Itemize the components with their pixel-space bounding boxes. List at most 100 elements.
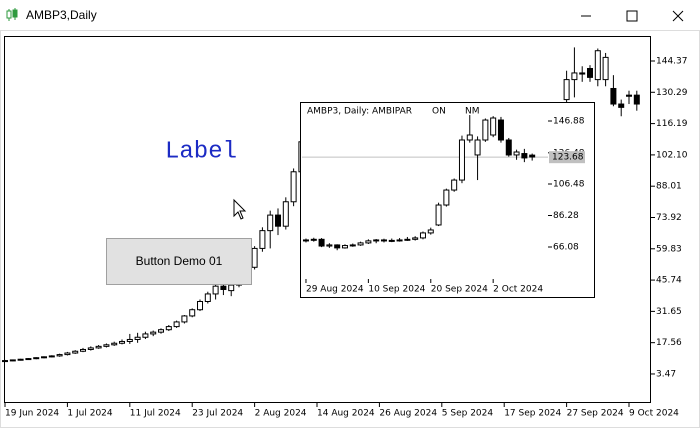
x-tick-label: 1 Jul 2024 <box>67 409 112 419</box>
x-tick-label: 11 Jul 2024 <box>130 409 181 419</box>
y-tick-label: 144.37 <box>656 57 688 67</box>
close-button[interactable] <box>672 10 684 22</box>
candle-body <box>458 139 465 181</box>
x-tick-label: 17 Sep 2024 <box>504 409 561 419</box>
candle-body <box>290 171 297 203</box>
candle-body <box>563 79 570 101</box>
candle-body <box>259 230 266 249</box>
button[interactable] <box>106 238 252 285</box>
button-text[interactable]: Button Demo 01 <box>136 254 223 268</box>
candle-body <box>9 359 16 362</box>
candle-body <box>111 342 118 346</box>
x-tick-label: 26 Aug 2024 <box>379 409 437 419</box>
candle-body <box>505 139 512 156</box>
candle-body <box>17 358 24 361</box>
x-tick-label: 9 Oct 2024 <box>629 409 679 419</box>
price-tag-label: 123.68 <box>552 153 584 163</box>
candle-body <box>435 204 442 226</box>
candle-body <box>267 214 274 232</box>
candle-body <box>373 239 380 242</box>
candle-body <box>173 321 180 328</box>
maximize-button[interactable] <box>626 10 638 22</box>
y-tick-label: 31.65 <box>656 307 682 317</box>
candle-body <box>633 94 640 105</box>
candle-body <box>103 344 110 347</box>
y-tick-label: 106.48 <box>553 179 585 189</box>
candle-body <box>334 244 341 249</box>
y-tick-label: 102.10 <box>656 150 688 160</box>
candle-body <box>326 244 333 247</box>
candle-body <box>48 355 55 358</box>
candle-body <box>490 117 497 136</box>
candle-body <box>357 242 364 246</box>
candle-body <box>466 134 473 141</box>
candle-body <box>513 151 520 156</box>
x-tick-label: 14 Aug 2024 <box>317 409 375 419</box>
candle-body <box>365 240 372 244</box>
candle-body <box>2 360 9 363</box>
y-tick-label: 130.29 <box>656 88 688 98</box>
candle-body <box>158 329 165 333</box>
candle-body <box>72 350 79 354</box>
candle-body <box>594 50 601 81</box>
candle-body <box>204 293 211 302</box>
candle-body <box>571 72 578 81</box>
candle-body <box>251 247 258 268</box>
candle-body <box>318 238 325 247</box>
y-tick-label: 116.19 <box>656 119 688 129</box>
candle-body <box>80 348 87 352</box>
candle-body <box>56 354 63 357</box>
candle-body <box>150 331 157 335</box>
mouse-cursor <box>233 198 247 220</box>
candle-body <box>64 352 71 356</box>
candle-body <box>497 119 504 141</box>
candle-body <box>602 56 609 81</box>
candle-body <box>197 300 204 311</box>
candle-body <box>349 244 356 247</box>
candle-body <box>142 333 149 338</box>
candle-body <box>579 72 586 75</box>
y-tick-label: 88.01 <box>656 182 682 192</box>
y-tick-label: 3.47 <box>656 369 676 379</box>
y-tick-label: 45.74 <box>656 276 682 286</box>
candle-body <box>119 340 126 344</box>
candle-body <box>396 239 403 242</box>
candle-body <box>282 201 289 227</box>
candle-body <box>220 285 227 290</box>
candle-body <box>587 67 594 78</box>
candle-body <box>626 94 633 97</box>
x-tick-label: 29 Aug 2024 <box>306 285 364 295</box>
x-tick-label: 2 Aug 2024 <box>255 409 307 419</box>
x-tick-label: 23 Jul 2024 <box>192 409 243 419</box>
inset-flag: ON <box>432 107 446 117</box>
y-tick-label: 66.08 <box>553 242 579 252</box>
y-tick-label: 17.56 <box>656 338 682 348</box>
inset-flag: NM <box>465 107 480 117</box>
x-tick-label: 2 Oct 2024 <box>493 285 543 295</box>
candle-body <box>302 239 309 242</box>
candle-body <box>87 347 94 350</box>
candle-body <box>275 214 282 227</box>
candle-body <box>419 232 426 239</box>
x-tick-label: 27 Sep 2024 <box>567 409 624 419</box>
y-tick-label: 73.92 <box>656 213 682 223</box>
candle-body <box>341 245 348 249</box>
candle-body <box>521 153 528 159</box>
candle-body <box>189 309 196 317</box>
y-tick-label: 86.28 <box>553 211 579 221</box>
app-icon <box>6 8 18 21</box>
candle-body <box>380 239 387 242</box>
x-tick-label: 19 Jun 2024 <box>5 409 59 419</box>
candle-body <box>212 285 219 295</box>
candle-body <box>474 139 481 156</box>
inset-chart: AMBP3, Daily: AMBIPAR ON NM 146.88126.48… <box>302 107 585 295</box>
candle-body <box>451 179 458 191</box>
candle-body <box>228 284 235 292</box>
candle-body <box>482 119 489 141</box>
y-tick-label: 146.88 <box>553 116 585 126</box>
candle-body <box>95 345 102 349</box>
candle-body <box>126 338 133 342</box>
candle-body <box>25 358 32 361</box>
x-tick-label: 10 Sep 2024 <box>368 285 425 295</box>
